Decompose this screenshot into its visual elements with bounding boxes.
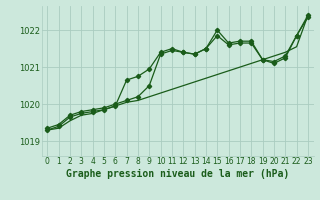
X-axis label: Graphe pression niveau de la mer (hPa): Graphe pression niveau de la mer (hPa) <box>66 169 289 179</box>
